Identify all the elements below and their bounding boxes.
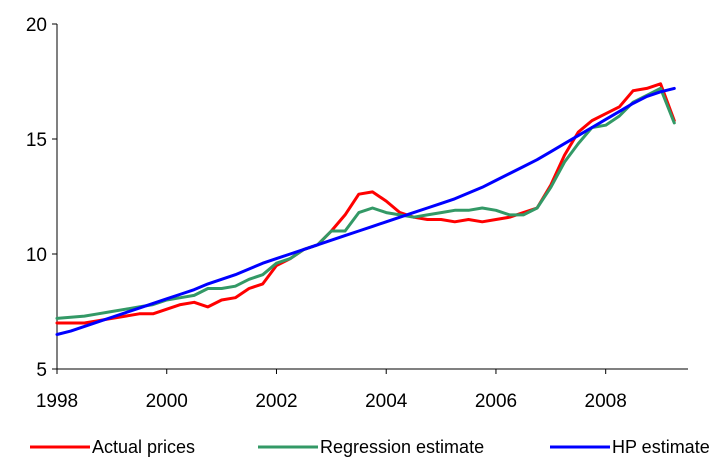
y-tick-label: 15	[26, 130, 47, 151]
chart-axes: 5 10 15 20 1998 2000 2002 2004 2006 2008	[26, 15, 688, 412]
y-tick-label: 20	[26, 15, 47, 36]
x-tick-label: 2006	[475, 391, 517, 412]
x-tick-label: 1998	[36, 391, 78, 412]
legend-label-hp-estimate: HP estimate	[612, 437, 710, 457]
x-tick-label: 2002	[255, 391, 297, 412]
legend-label-regression-estimate: Regression estimate	[320, 437, 484, 457]
x-tick-label: 2004	[365, 391, 408, 412]
legend-label-actual-prices: Actual prices	[92, 437, 195, 457]
chart-series-layer	[55, 82, 676, 336]
series-line-regression-estimate	[55, 86, 676, 320]
series-line-hp-estimate	[55, 86, 676, 336]
y-tick-label: 5	[36, 360, 47, 381]
chart-legend: Actual prices Regression estimate HP estim…	[30, 437, 710, 457]
x-tick-label: 2000	[146, 391, 188, 412]
x-tick-label: 2008	[585, 391, 627, 412]
series-line-actual-prices	[55, 82, 676, 325]
y-tick-label: 10	[26, 245, 47, 266]
